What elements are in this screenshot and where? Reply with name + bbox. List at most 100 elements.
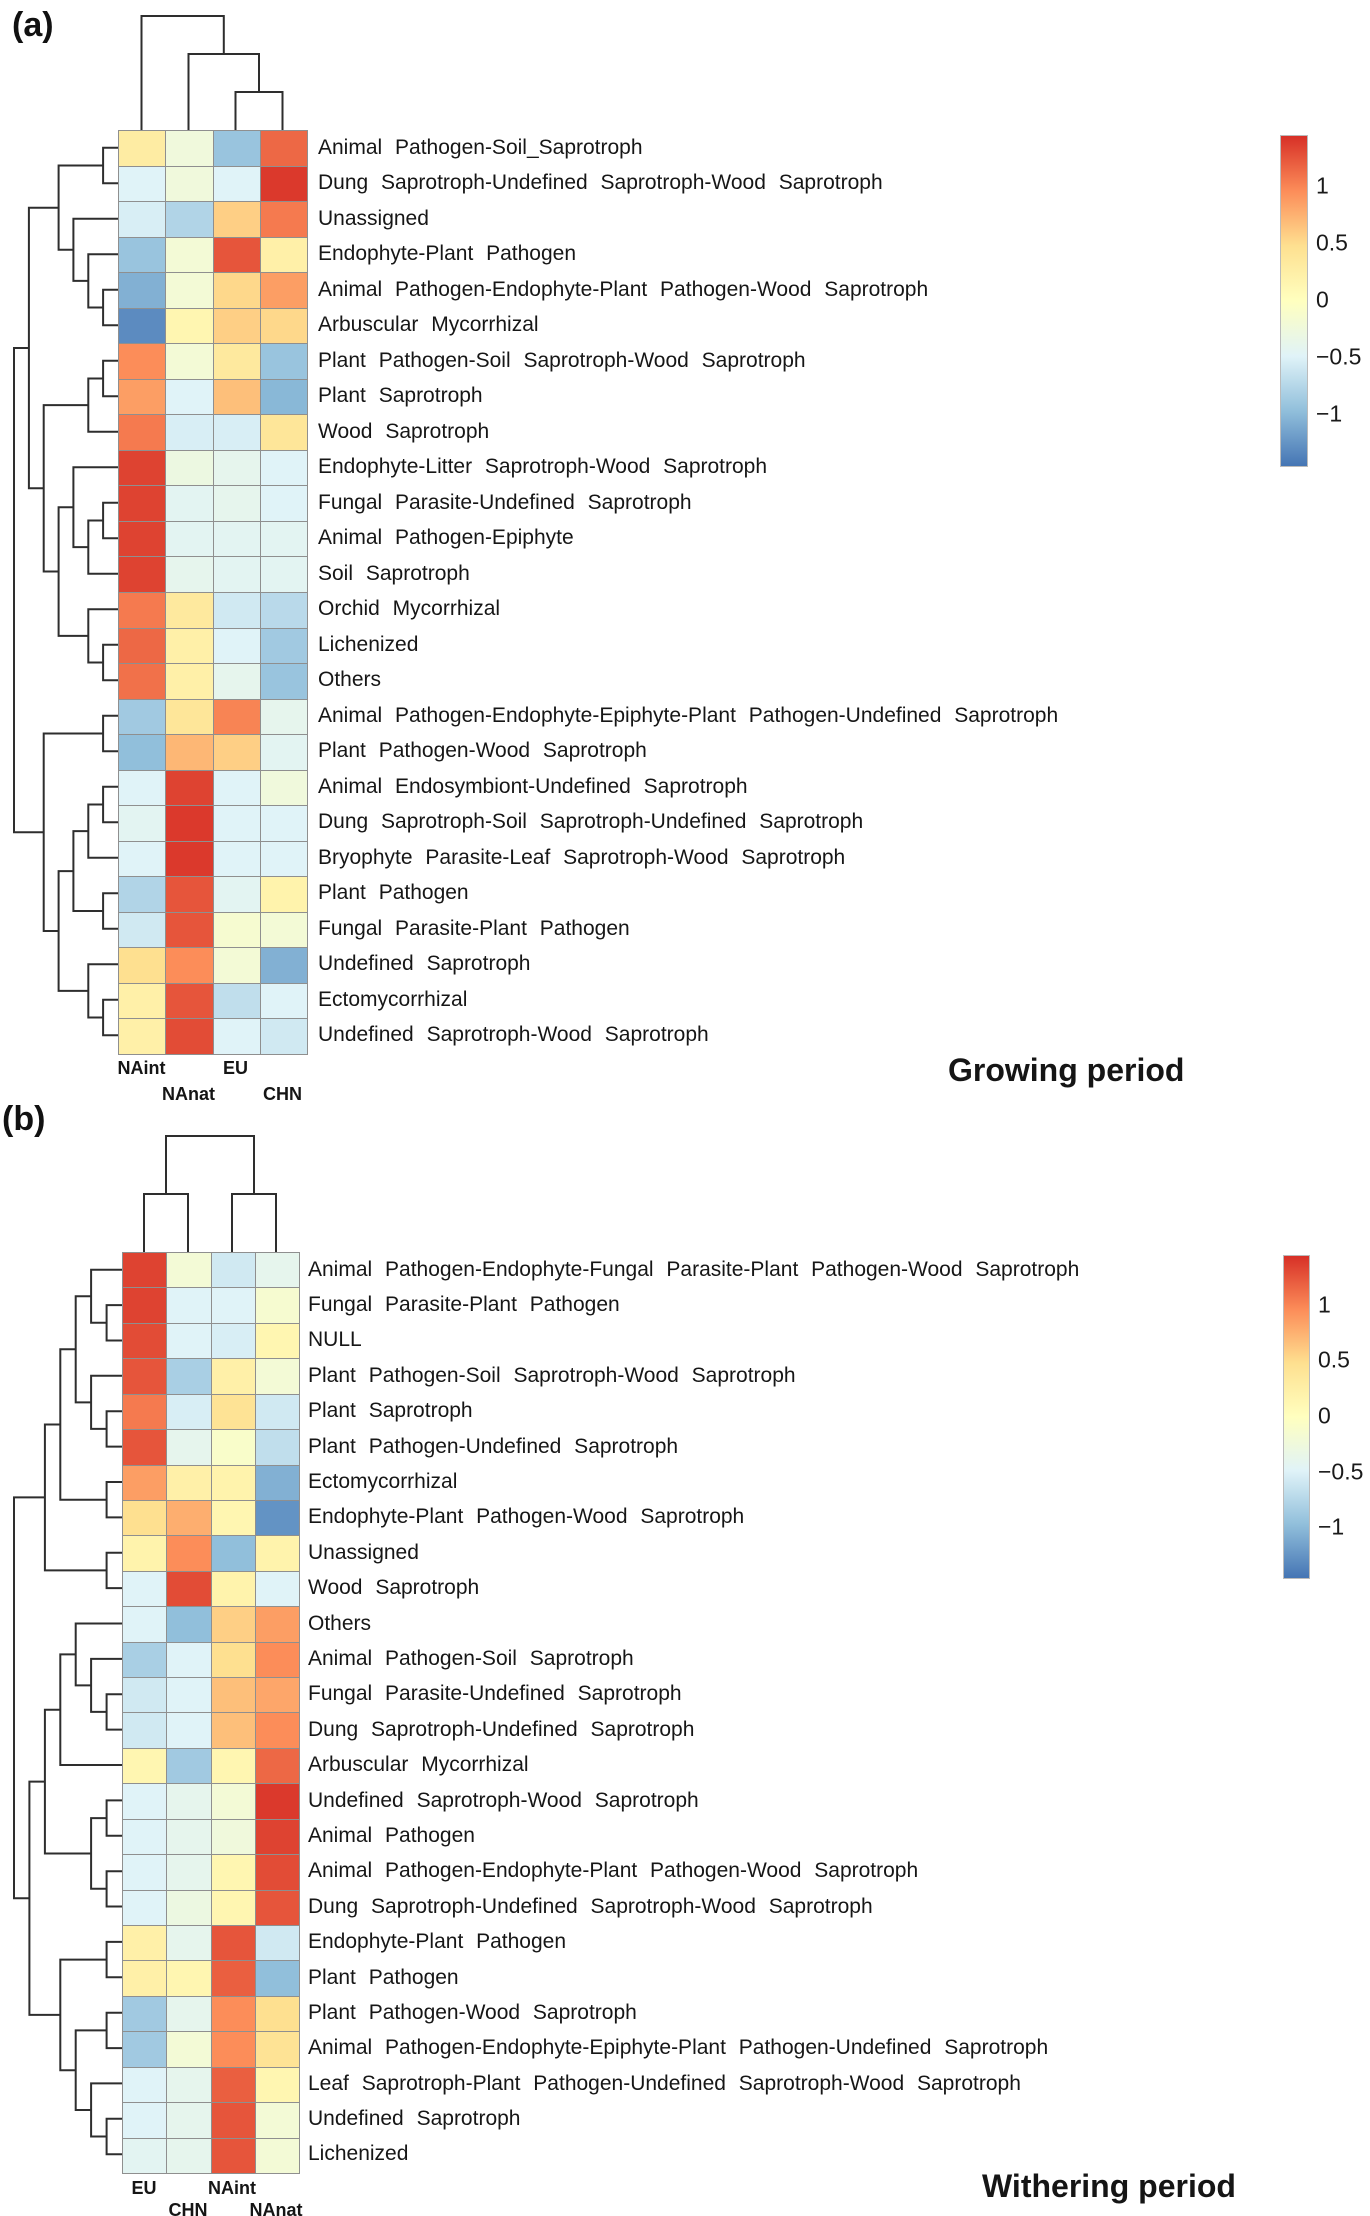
heatmap-cell [119, 166, 166, 202]
heatmap-cell [167, 1642, 211, 1678]
heatmap-cell [260, 344, 307, 379]
row-label: Arbuscular Mycorrhizal [318, 313, 539, 337]
legend-tick-label: −1 [1316, 400, 1343, 427]
heatmap-cell [260, 521, 307, 557]
heatmap-cell [123, 1394, 167, 1430]
heatmap-cell [166, 1019, 213, 1054]
row-label: Plant Pathogen [308, 1965, 459, 1989]
heatmap-cell [119, 877, 166, 912]
heatmap-cell [123, 1465, 167, 1500]
row-label: Others [308, 1611, 372, 1635]
row-label: Fungal Parasite-Undefined Saprotroph [318, 490, 692, 514]
heatmap-cell [211, 1500, 255, 1536]
heatmap-cell [211, 2032, 255, 2067]
heatmap-cell [211, 1926, 255, 1961]
heatmap-cell [123, 1855, 167, 1890]
row-label: Animal Endosymbiont-Undefined Saprotroph [318, 774, 748, 798]
heatmap-cell [123, 1961, 167, 1996]
heatmap-cell [255, 1359, 299, 1394]
heatmap-cell [260, 131, 307, 166]
heatmap-cell [213, 664, 260, 699]
heatmap-cell [166, 592, 213, 628]
heatmap-cell [260, 166, 307, 202]
heatmap-cell [211, 1571, 255, 1607]
row-label: Plant Pathogen-Soil Saprotroph-Wood Sapr… [318, 348, 806, 372]
heatmap-cell [213, 308, 260, 344]
heatmap-cell [123, 1571, 167, 1607]
heatmap-cell [166, 273, 213, 308]
heatmap-cell [260, 912, 307, 948]
heatmap-cell [123, 1642, 167, 1678]
heatmap-cell [166, 521, 213, 557]
heatmap-cell [211, 1890, 255, 1926]
row-label: Ectomycorrhizal [308, 1470, 458, 1494]
row-label: Endophyte-Litter Saprotroph-Wood Saprotr… [318, 455, 768, 479]
heatmap-cell [260, 557, 307, 592]
heatmap-cell [211, 1253, 255, 1288]
heatmap-cell [166, 841, 213, 877]
heatmap-cell [167, 1926, 211, 1961]
heatmap-cell [166, 664, 213, 699]
heatmap-cell [255, 1536, 299, 1571]
heatmap-cell [123, 1713, 167, 1748]
dendrogram-branches [140, 15, 284, 130]
heatmap-cell [119, 415, 166, 450]
heatmap-cell [166, 877, 213, 912]
heatmap-cell [119, 521, 166, 557]
column-label-eu: EU [131, 2178, 157, 2198]
heatmap-cell [260, 379, 307, 415]
heatmap-cell [211, 2067, 255, 2103]
heatmap-cell [166, 806, 213, 841]
heatmap-cell [167, 1713, 211, 1748]
heatmap-cell [260, 983, 307, 1019]
row-label: Unassigned [318, 206, 429, 230]
heatmap-cell [211, 1607, 255, 1642]
panel-a-period-title: Growing period [948, 1052, 1185, 1088]
row-label: Fungal Parasite-Plant Pathogen [318, 916, 630, 940]
heatmap-cell [119, 592, 166, 628]
heatmap-cell [211, 1394, 255, 1430]
legend-tick-label: −1 [1318, 1513, 1345, 1540]
heatmap-cell [211, 1961, 255, 1996]
heatmap-cell [119, 308, 166, 344]
heatmap-cell [167, 2138, 211, 2173]
panel-a-legend-colorbar [1280, 135, 1308, 467]
heatmap-cell [211, 2103, 255, 2138]
row-label: Plant Pathogen-Soil Saprotroph-Wood Sapr… [308, 1363, 796, 1387]
heatmap-cell [213, 628, 260, 664]
heatmap-cell [166, 770, 213, 806]
panel-b-row-labels: Animal Pathogen-Endophyte-Fungal Parasit… [308, 1252, 1079, 2172]
heatmap-cell [123, 1536, 167, 1571]
legend-tick-label: −0.5 [1318, 1458, 1364, 1485]
dendrogram-branches [143, 1135, 277, 1252]
column-label-chn: CHN [263, 1084, 302, 1104]
panel-b-heatmap-grid [122, 1252, 300, 2174]
heatmap-cell [167, 1288, 211, 1323]
column-label-naint: NAint [117, 1058, 166, 1078]
heatmap-cell [166, 699, 213, 735]
row-label: Leaf Saprotroph-Plant Pathogen-Undefined… [308, 2071, 1021, 2095]
heatmap-cell [167, 1855, 211, 1890]
heatmap-cell [119, 806, 166, 841]
heatmap-cell [166, 983, 213, 1019]
heatmap-cell [213, 699, 260, 735]
heatmap-cell [211, 1465, 255, 1500]
panel-b-legend-colorbar [1283, 1255, 1310, 1579]
heatmap-cell [255, 1678, 299, 1713]
heatmap-cell [167, 1465, 211, 1500]
heatmap-cell [255, 1890, 299, 1926]
heatmap-cell [119, 486, 166, 521]
heatmap-cell [260, 486, 307, 521]
heatmap-cell [167, 1607, 211, 1642]
heatmap-cell [123, 2067, 167, 2103]
heatmap-cell [119, 557, 166, 592]
row-label: Plant Pathogen-Wood Saprotroph [318, 739, 647, 763]
heatmap-cell [119, 912, 166, 948]
heatmap-cell [119, 735, 166, 770]
heatmap-cell [213, 948, 260, 983]
heatmap-cell [123, 1288, 167, 1323]
heatmap-cell [123, 1748, 167, 1784]
heatmap-cell [167, 1571, 211, 1607]
row-label: Animal Pathogen [308, 1823, 475, 1847]
row-label: Dung Saprotroph-Soil Saprotroph-Undefine… [318, 810, 864, 834]
